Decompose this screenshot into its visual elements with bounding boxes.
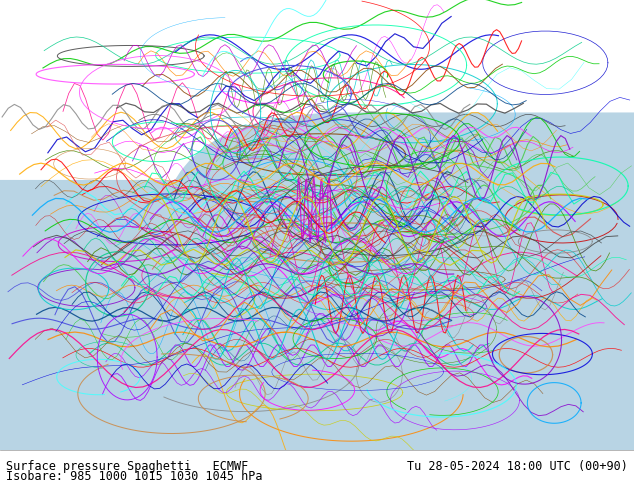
FancyBboxPatch shape	[0, 180, 349, 490]
FancyBboxPatch shape	[158, 113, 634, 490]
Text: Surface pressure Spaghetti   ECMWF: Surface pressure Spaghetti ECMWF	[6, 460, 249, 473]
Text: Tu 28-05-2024 18:00 UTC (00+90): Tu 28-05-2024 18:00 UTC (00+90)	[407, 460, 628, 473]
Text: Isobare: 985 1000 1015 1030 1045 hPa: Isobare: 985 1000 1015 1030 1045 hPa	[6, 470, 263, 483]
